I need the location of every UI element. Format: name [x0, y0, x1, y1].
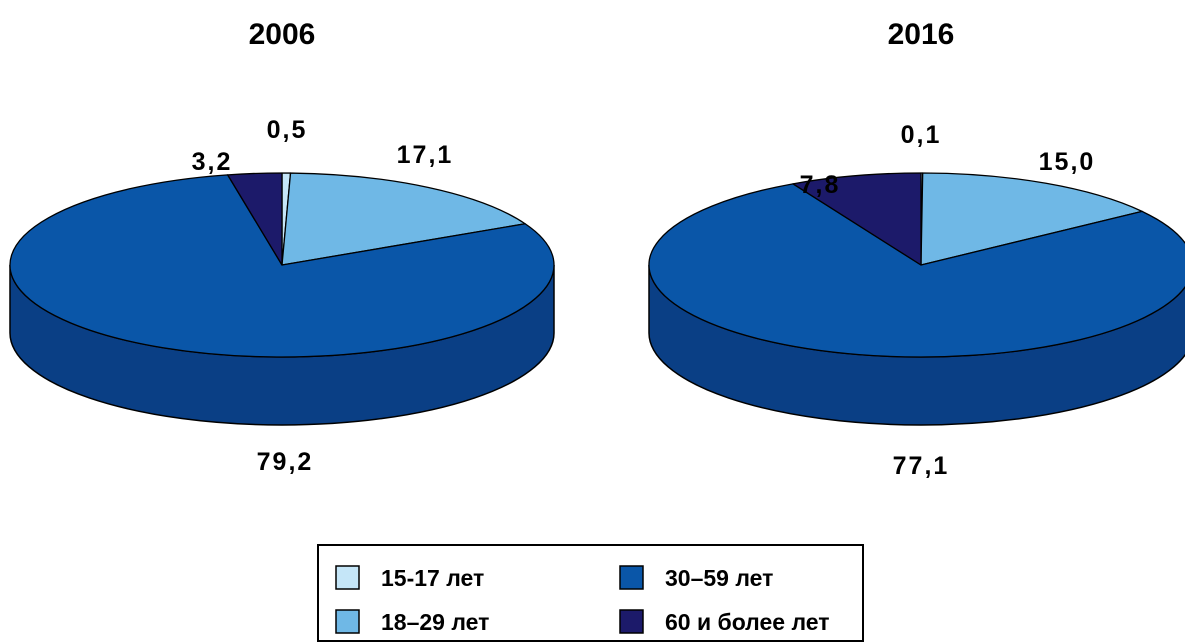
data-label-15-17-лет: 0,1 — [901, 121, 942, 149]
pie-slice-18-29-лет — [920, 172, 1143, 266]
legend-label-30-59-лет: 30–59 лет — [665, 565, 773, 591]
pie-chart-2016: 2016 0,1 15,0 77,1 7,8 — [648, 18, 1185, 480]
legend-swatch-15-17-лет — [335, 565, 360, 590]
pie-chart-2006: 2006 0,5 17,1 79,2 3,2 — [9, 18, 555, 476]
data-label-60-и-более-лет: 7,8 — [800, 171, 841, 199]
data-label-60-и-более-лет: 3,2 — [192, 148, 233, 176]
data-label-30-59-лет: 79,2 — [257, 448, 314, 476]
chart-title-1: 2016 — [888, 18, 955, 51]
data-label-30-59-лет: 77,1 — [893, 452, 950, 480]
pie-slice-60-и-более-лет — [792, 172, 922, 266]
legend-label-15-17-лет: 15-17 лет — [381, 565, 484, 591]
legend-label-18-29-лет: 18–29 лет — [381, 609, 489, 635]
legend: 15-17 лет 30–59 лет 18–29 лет 60 и более ле… — [317, 544, 864, 642]
legend-swatch-60-и-более-лет — [619, 609, 644, 634]
data-label-15-17-лет: 0,5 — [267, 116, 308, 144]
legend-swatch-18-29-лет — [335, 609, 360, 634]
data-label-18-29-лет: 17,1 — [397, 141, 454, 169]
pie-slice-18-29-лет — [281, 172, 526, 266]
legend-swatch-30-59-лет — [619, 565, 644, 590]
legend-box — [317, 544, 864, 642]
legend-label-60-и-более-лет: 60 и более лет — [665, 609, 830, 635]
pie-slice-30-59-лет — [9, 174, 555, 358]
pie-slice-30-59-лет — [648, 183, 1185, 358]
pie-slice-60-и-более-лет — [227, 172, 283, 266]
chart-title-0: 2006 — [249, 18, 316, 51]
data-label-18-29-лет: 15,0 — [1039, 148, 1096, 176]
